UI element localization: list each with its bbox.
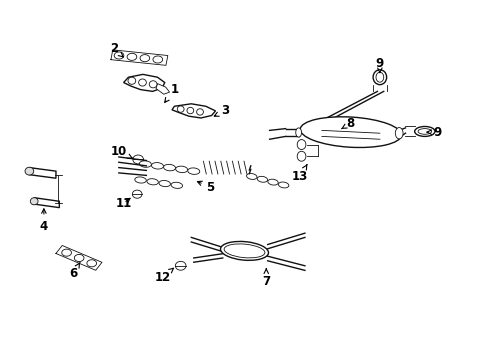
Text: 9: 9 (375, 57, 383, 73)
Ellipse shape (153, 56, 163, 63)
Ellipse shape (171, 182, 182, 188)
Text: 13: 13 (291, 165, 307, 183)
Ellipse shape (135, 177, 146, 183)
Ellipse shape (138, 79, 146, 86)
Polygon shape (123, 75, 164, 91)
Ellipse shape (186, 107, 193, 114)
Ellipse shape (257, 176, 267, 182)
Ellipse shape (149, 81, 157, 88)
Ellipse shape (128, 77, 136, 84)
Ellipse shape (163, 165, 175, 171)
Ellipse shape (151, 163, 163, 169)
Ellipse shape (159, 180, 170, 186)
Ellipse shape (114, 52, 123, 59)
Ellipse shape (133, 155, 143, 164)
Ellipse shape (220, 242, 268, 260)
Ellipse shape (300, 117, 401, 148)
Ellipse shape (267, 179, 278, 185)
Ellipse shape (139, 161, 151, 167)
Ellipse shape (132, 190, 142, 198)
Text: 4: 4 (40, 209, 48, 233)
Ellipse shape (146, 179, 158, 185)
Ellipse shape (187, 168, 199, 174)
Ellipse shape (175, 261, 185, 270)
Ellipse shape (140, 55, 149, 62)
Ellipse shape (375, 72, 383, 82)
Text: 1: 1 (164, 83, 178, 102)
Ellipse shape (246, 174, 256, 179)
Ellipse shape (297, 151, 305, 161)
Text: 5: 5 (197, 181, 214, 194)
Ellipse shape (394, 127, 402, 139)
Ellipse shape (61, 249, 71, 256)
Polygon shape (172, 104, 215, 118)
Ellipse shape (417, 129, 431, 134)
Ellipse shape (224, 244, 264, 258)
Text: 7: 7 (262, 269, 270, 288)
Text: 3: 3 (214, 104, 229, 117)
Ellipse shape (30, 198, 38, 205)
Ellipse shape (177, 106, 183, 112)
Text: 8: 8 (341, 117, 354, 130)
Polygon shape (156, 84, 169, 94)
Ellipse shape (25, 167, 34, 175)
Text: 10: 10 (110, 145, 132, 158)
Text: 2: 2 (110, 42, 123, 57)
Ellipse shape (127, 53, 137, 60)
Text: 6: 6 (69, 262, 80, 280)
Ellipse shape (414, 126, 434, 136)
Ellipse shape (297, 140, 305, 149)
Text: 9: 9 (426, 126, 441, 139)
Polygon shape (34, 198, 59, 208)
Ellipse shape (87, 260, 96, 267)
Polygon shape (29, 168, 56, 178)
Ellipse shape (175, 166, 187, 172)
Ellipse shape (372, 70, 386, 85)
Ellipse shape (295, 128, 301, 137)
Ellipse shape (278, 182, 288, 188)
Text: 11: 11 (115, 197, 131, 210)
Text: 12: 12 (154, 268, 173, 284)
Ellipse shape (74, 255, 84, 261)
Ellipse shape (196, 109, 203, 115)
